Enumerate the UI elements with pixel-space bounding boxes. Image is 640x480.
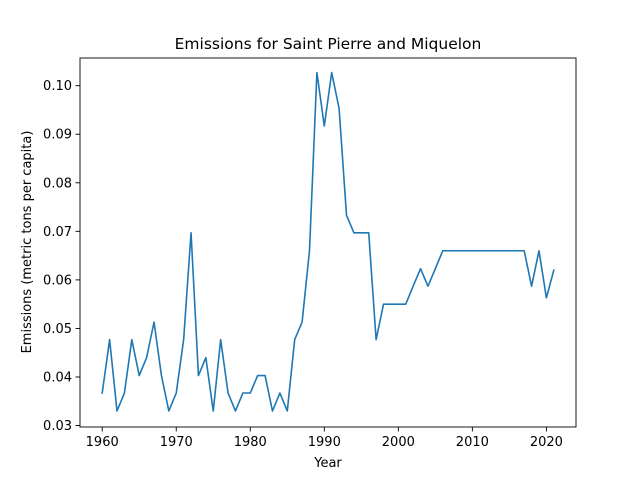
x-tick-label: 2010 <box>456 435 489 450</box>
x-axis-label: Year <box>313 456 342 471</box>
y-tick-label: 0.06 <box>43 273 72 288</box>
y-axis: 0.03 0.04 0.05 0.06 0.07 0.08 0.09 0.10 <box>43 79 80 434</box>
y-tick-label: 0.04 <box>43 370 72 385</box>
y-tick-label: 0.07 <box>43 225 72 240</box>
y-tick-label: 0.03 <box>43 419 72 434</box>
y-axis-label: Emissions (metric tons per capita) <box>20 131 35 354</box>
x-tick-label: 1960 <box>86 435 119 450</box>
x-tick-label: 1970 <box>160 435 193 450</box>
y-tick-label: 0.05 <box>43 322 72 337</box>
x-tick-label: 2020 <box>530 435 563 450</box>
plot-area <box>101 71 555 412</box>
y-tick-label: 0.08 <box>43 176 72 191</box>
x-tick-label: 1980 <box>234 435 267 450</box>
y-tick-label: 0.09 <box>43 128 72 143</box>
chart-title: Emissions for Saint Pierre and Miquelon <box>175 35 482 53</box>
y-tick-label: 0.10 <box>43 79 72 94</box>
plot-frame <box>79 57 577 428</box>
x-tick-label: 1990 <box>308 435 341 450</box>
x-tick-label: 2000 <box>382 435 415 450</box>
x-axis: 1960 1970 1980 1990 2000 2010 2020 <box>86 427 563 450</box>
series-line <box>101 71 555 412</box>
